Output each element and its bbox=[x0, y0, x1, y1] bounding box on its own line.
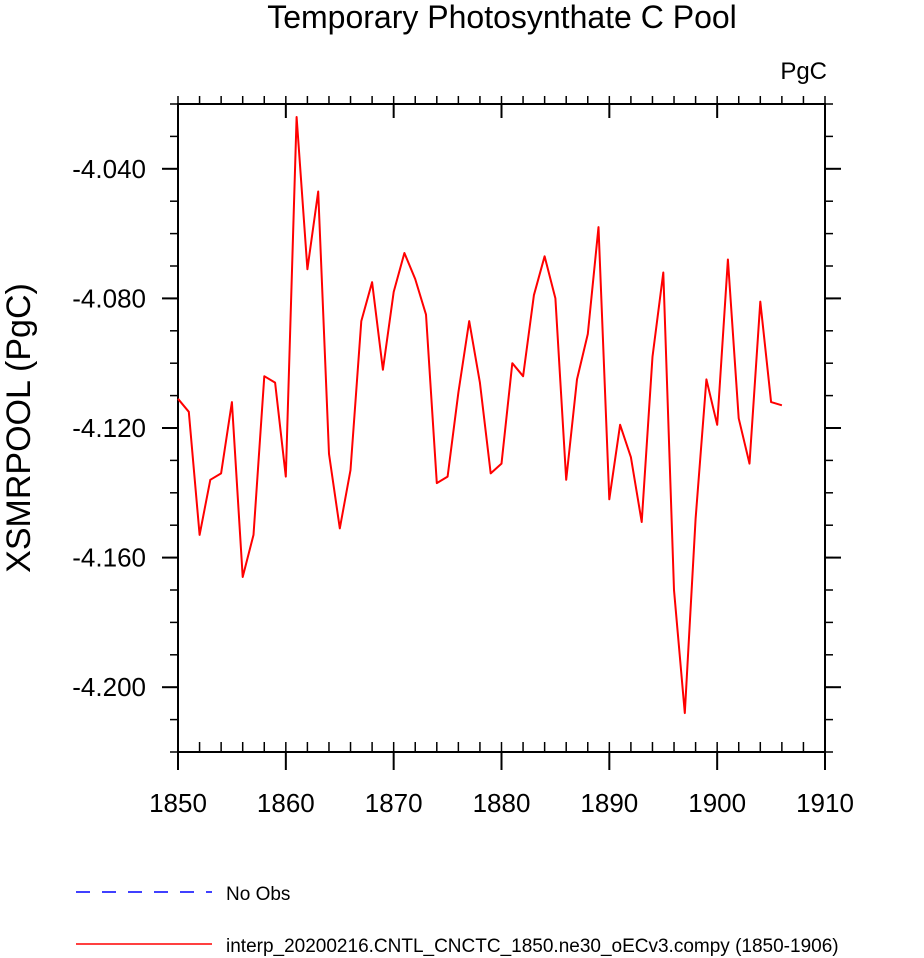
y-tick-label: -4.120 bbox=[72, 413, 146, 443]
y-axis-label: XSMRPOOL (PgC) bbox=[0, 283, 38, 573]
y-tick-labels: -4.040 -4.080 -4.120 -4.160 -4.200 bbox=[72, 154, 146, 702]
axis-ticks bbox=[162, 96, 841, 770]
x-tick-label: 1910 bbox=[796, 788, 854, 818]
series-line bbox=[177, 116, 783, 715]
legend-label-model-run: interp_20200216.CNTL_CNCTC_1850.ne30_oEC… bbox=[226, 936, 839, 957]
x-tick-labels: 1850 1860 1870 1880 1890 1900 1910 bbox=[149, 788, 854, 818]
x-tick-label: 1850 bbox=[149, 788, 207, 818]
x-tick-label: 1900 bbox=[688, 788, 746, 818]
y-tick-label: -4.080 bbox=[72, 283, 146, 313]
series-group bbox=[177, 116, 783, 715]
y-tick-label: -4.200 bbox=[72, 672, 146, 702]
plot-area: 1850 1860 1870 1880 1890 1900 1910 -4.040 -4.08… bbox=[72, 96, 854, 818]
units-label: PgC bbox=[780, 58, 827, 85]
x-tick-label: 1880 bbox=[473, 788, 531, 818]
x-tick-label: 1890 bbox=[580, 788, 638, 818]
x-tick-label: 1860 bbox=[257, 788, 315, 818]
legend-label-no-obs: No Obs bbox=[226, 884, 290, 905]
chart-title: Temporary Photosynthate C Pool bbox=[267, 0, 737, 35]
plot-frame bbox=[177, 103, 826, 753]
legend: No Obs interp_20200216.CNTL_CNCTC_1850.n… bbox=[76, 884, 839, 957]
y-tick-label: -4.040 bbox=[72, 154, 146, 184]
y-tick-label: -4.160 bbox=[72, 543, 146, 573]
x-tick-label: 1870 bbox=[365, 788, 423, 818]
